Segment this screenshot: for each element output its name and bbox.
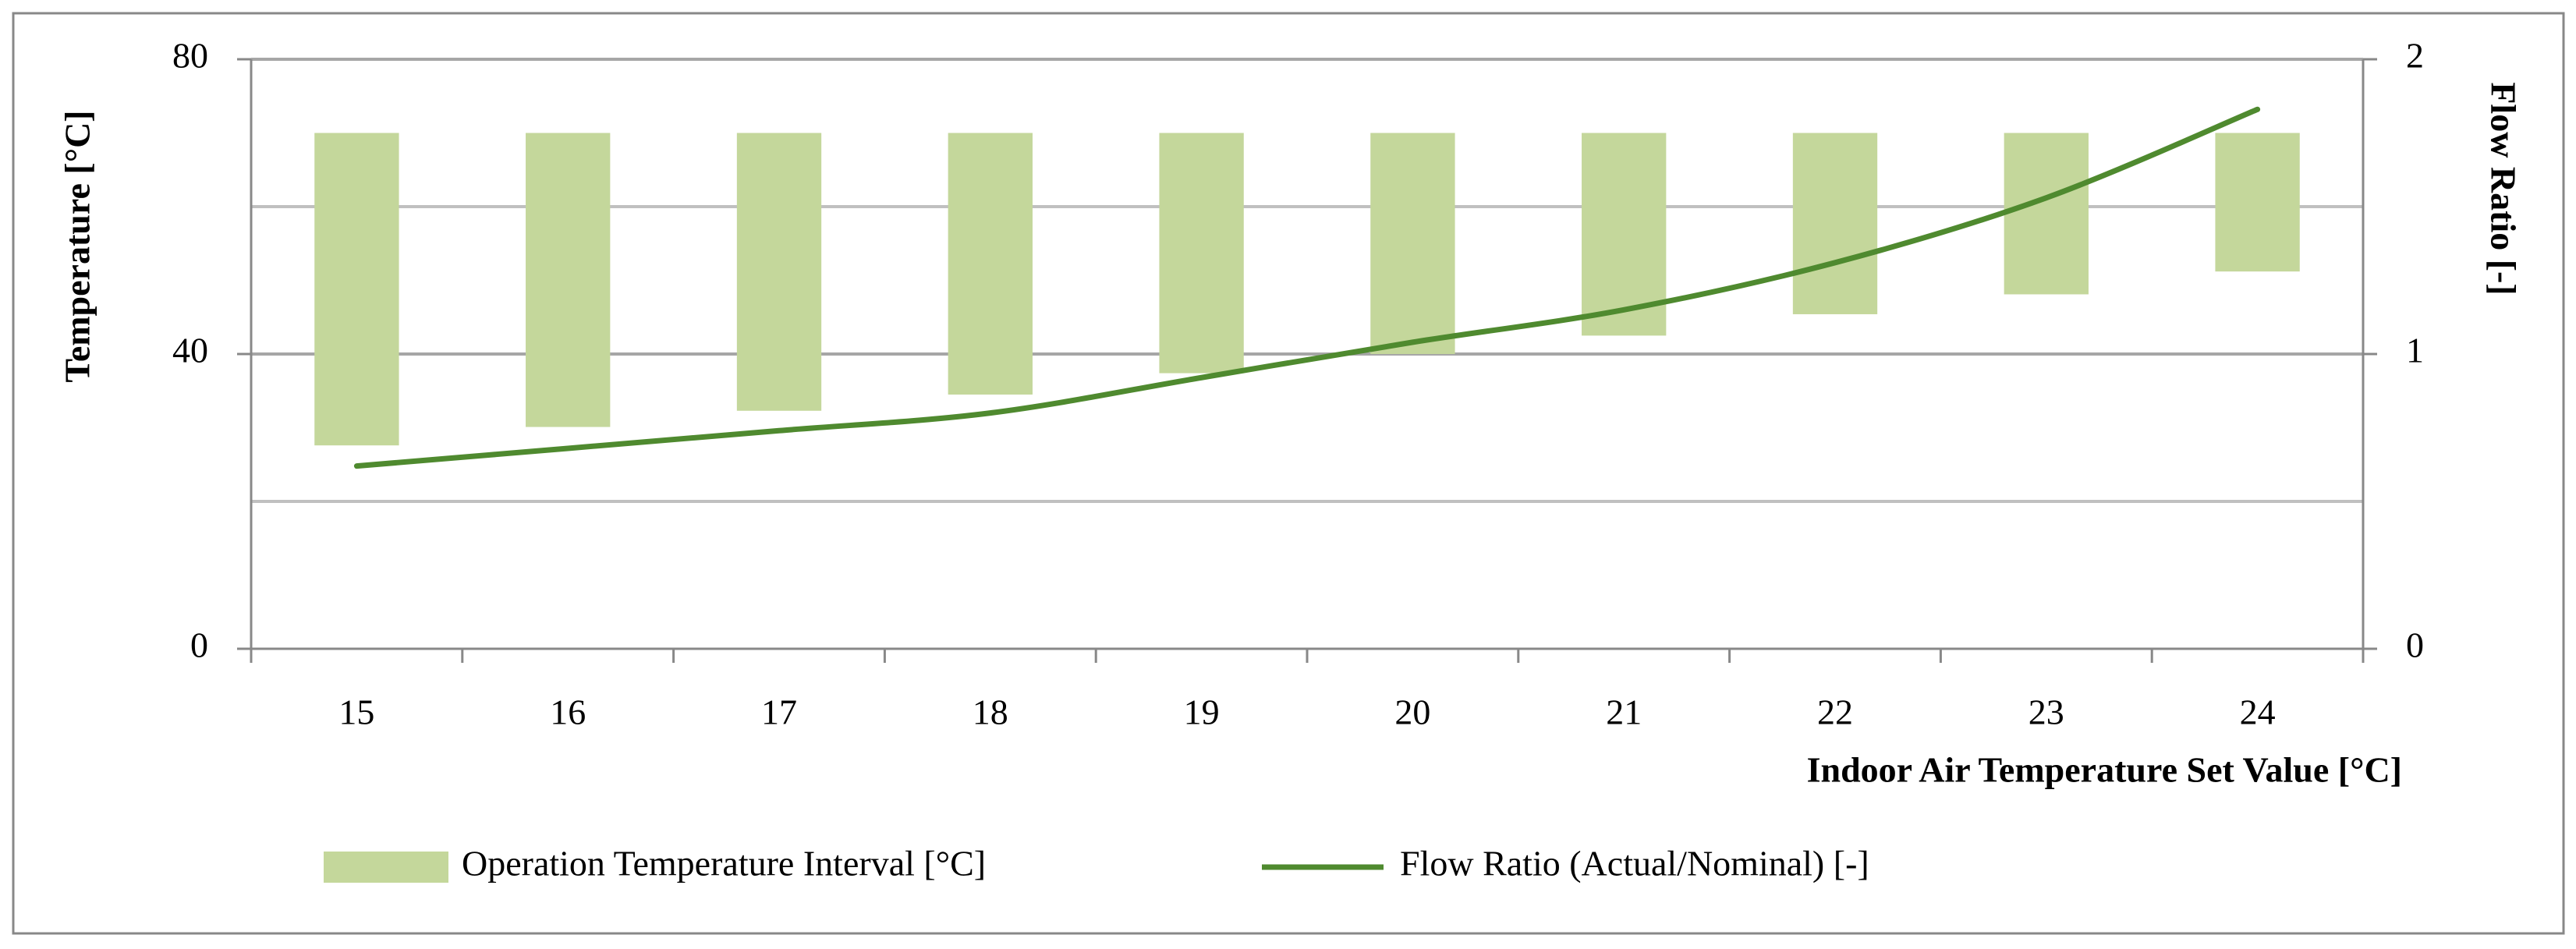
x-tick-label: 18 xyxy=(973,692,1008,732)
y2-axis-title: Flow Ratio [-] xyxy=(2483,82,2523,295)
chart-border xyxy=(12,12,2565,935)
legend-label: Flow Ratio (Actual/Nominal) [-] xyxy=(1400,844,1869,883)
y-axis-title: Temperature [°C] xyxy=(58,110,97,382)
x-tick-label: 22 xyxy=(1817,692,1853,732)
x-tick-label: 24 xyxy=(2240,692,2276,732)
range-bar xyxy=(1370,133,1455,354)
range-bar xyxy=(736,133,822,411)
x-tick-label: 16 xyxy=(550,692,586,732)
y-tick-label: 40 xyxy=(172,331,208,370)
legend-label: Operation Temperature Interval [°C] xyxy=(462,844,986,883)
range-bar xyxy=(314,133,399,446)
y-tick-label: 80 xyxy=(172,36,208,76)
x-tick-label: 15 xyxy=(338,692,374,732)
range-bar xyxy=(526,133,611,427)
range-bar xyxy=(948,133,1033,395)
x-tick-label: 19 xyxy=(1184,692,1220,732)
y2-tick-label: 0 xyxy=(2406,625,2424,665)
y2-tick-label: 1 xyxy=(2406,331,2424,370)
x-tick-label: 20 xyxy=(1394,692,1430,732)
x-axis-title: Indoor Air Temperature Set Value [°C] xyxy=(1807,750,2402,790)
x-tick-label: 21 xyxy=(1606,692,1642,732)
x-tick-label: 23 xyxy=(2029,692,2064,732)
y-tick-label: 0 xyxy=(190,625,208,665)
range-bar xyxy=(1159,133,1244,374)
x-tick-label: 17 xyxy=(761,692,797,732)
y2-tick-label: 2 xyxy=(2406,36,2424,76)
legend-swatch xyxy=(324,852,448,883)
range-bar xyxy=(2215,133,2300,272)
range-bar xyxy=(1792,133,1878,314)
flow-line xyxy=(353,106,2261,469)
range-bar xyxy=(2004,133,2089,295)
